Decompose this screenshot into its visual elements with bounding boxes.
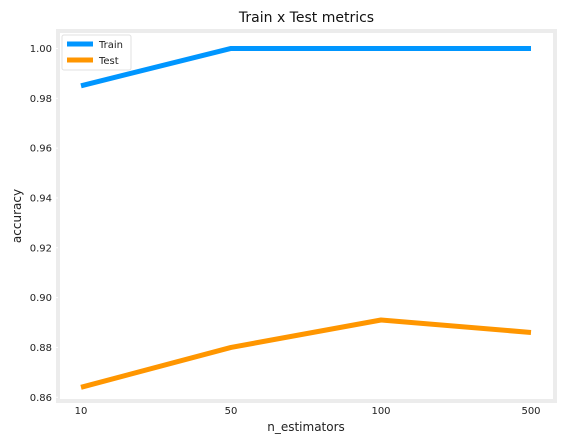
- x-tick-label: 100: [371, 406, 390, 417]
- x-tick-label: 50: [225, 406, 238, 417]
- x-tick-label: 10: [75, 406, 88, 417]
- x-axis-label: n_estimators: [267, 420, 345, 434]
- y-tick-label: 0.90: [30, 293, 52, 304]
- y-tick-label: 0.88: [30, 343, 52, 354]
- series-line-train: [80, 45, 531, 89]
- series-layer: [80, 45, 532, 390]
- y-tick-label: 0.96: [30, 144, 52, 155]
- y-axis-label: accuracy: [10, 189, 24, 243]
- legend: Train Test: [61, 34, 132, 71]
- x-tick-label: 500: [521, 406, 540, 417]
- plot-frame: [56, 29, 557, 403]
- y-tick-label: 0.98: [30, 94, 52, 105]
- legend-label-test: Test: [98, 56, 119, 67]
- series-line-test: [80, 317, 532, 390]
- y-tick-label: 0.94: [30, 193, 52, 204]
- y-tick-label: 0.92: [30, 243, 52, 254]
- chart-title: Train x Test metrics: [238, 10, 374, 26]
- y-tick-label: 1.00: [30, 44, 52, 55]
- legend-label-train: Train: [98, 40, 123, 51]
- x-axis-ticks: 10 50 100 500: [75, 406, 541, 417]
- y-tick-label: 0.86: [30, 393, 52, 404]
- y-axis-ticks: 0.86 0.88 0.90 0.92 0.94 0.96 0.98 1.00: [30, 44, 58, 404]
